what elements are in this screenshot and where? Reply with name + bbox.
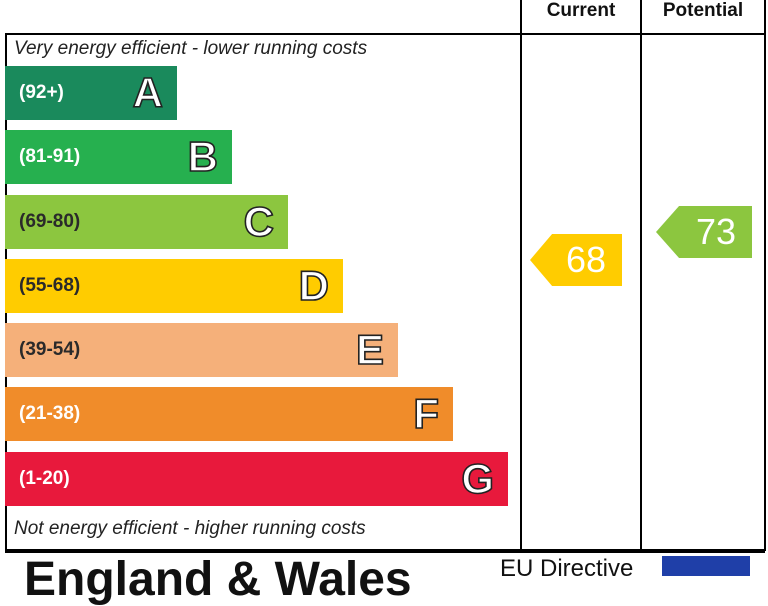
band-d-range: (55-68) [19, 275, 81, 296]
bottom-note: Not energy efficient - higher running co… [14, 518, 366, 539]
band-d-letter: D [298, 262, 330, 309]
footer-top-line [5, 551, 765, 553]
footer-title: England & Wales [24, 553, 412, 606]
potential-column-divider [640, 0, 642, 551]
frame-right-line [764, 0, 766, 551]
band-b: (81-91) B [5, 130, 232, 184]
frame-top-line [5, 33, 765, 35]
band-d: (55-68) D [5, 259, 343, 313]
band-f: (21-38) F [5, 387, 453, 441]
eu-flag-icon [662, 556, 750, 576]
band-c-range: (69-80) [19, 211, 81, 232]
band-c-letter: C [243, 198, 275, 245]
potential-rating-arrow: 73 [656, 206, 752, 258]
potential-column-header: Potential [662, 0, 744, 21]
eu-directive-label: EU Directive [500, 555, 634, 582]
current-column-header: Current [546, 0, 616, 21]
band-e-range: (39-54) [19, 339, 81, 360]
band-b-letter: B [187, 133, 219, 180]
band-f-letter: F [413, 390, 440, 437]
band-a-letter: A [132, 69, 164, 116]
current-column-divider [520, 0, 522, 551]
band-f-range: (21-38) [19, 403, 81, 424]
band-e-letter: E [355, 326, 385, 373]
band-g: (1-20) G [5, 452, 508, 506]
band-g-range: (1-20) [19, 468, 70, 489]
current-rating-arrow: 68 [530, 234, 622, 286]
top-note: Very energy efficient - lower running co… [14, 38, 368, 59]
frame-bottom-line [5, 549, 765, 551]
band-e: (39-54) E [5, 323, 398, 377]
current-rating-value: 68 [565, 239, 606, 280]
band-a: (92+) A [5, 66, 177, 120]
band-b-range: (81-91) [19, 146, 81, 167]
band-c: (69-80) C [5, 195, 288, 249]
band-g-letter: G [461, 455, 495, 502]
band-a-range: (92+) [19, 82, 64, 103]
potential-rating-value: 73 [695, 211, 736, 252]
